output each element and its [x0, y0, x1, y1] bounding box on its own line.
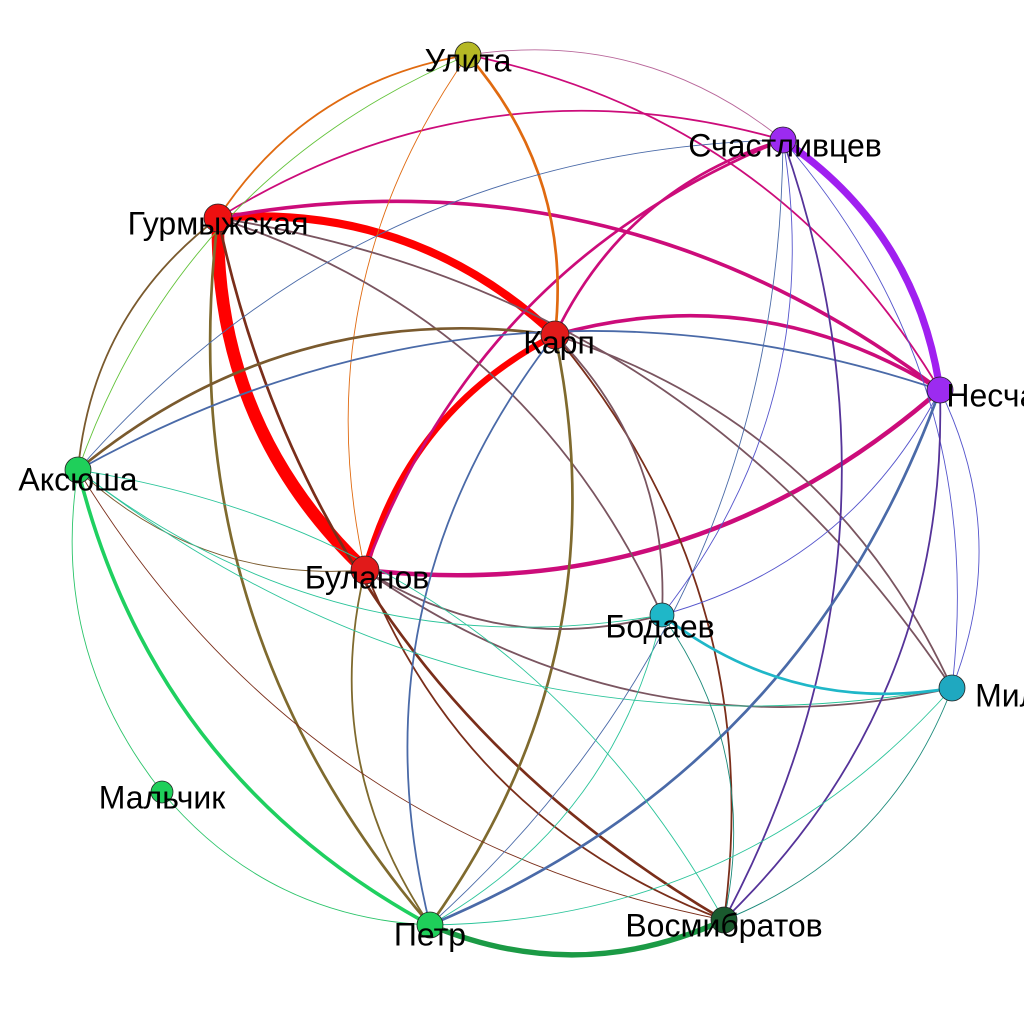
node-label-bod: Бодаев: [605, 608, 714, 644]
node-label-nesch: Несчастливцев: [946, 377, 1024, 413]
edge-mil-petr: [429, 687, 953, 926]
edge-gurm-petr: [208, 216, 432, 927]
node-bul[interactable]: Буланов: [305, 555, 430, 595]
edge-gurm-karp: [213, 212, 560, 340]
edge-gurm-bod: [217, 217, 663, 616]
node-dot-aks[interactable]: [64, 456, 92, 484]
edge-aks-malch: [71, 469, 163, 793]
edge-gurm-aks: [77, 217, 219, 471]
edge-bul-vosm: [364, 569, 725, 921]
node-dot-bul[interactable]: [350, 555, 380, 585]
edge-aks-mil: [77, 469, 953, 707]
edge-karp-bul: [361, 331, 559, 574]
edges-layer: [71, 49, 980, 958]
edge-gurm-nesch: [216, 199, 942, 392]
node-ulita[interactable]: Улита: [425, 41, 512, 78]
node-dot-bod[interactable]: [649, 602, 675, 628]
edge-gurm-schast: [217, 109, 784, 219]
edge-karp-bod: [554, 334, 664, 616]
node-dot-vosm[interactable]: [710, 906, 738, 934]
node-aks[interactable]: Аксюша: [18, 456, 138, 497]
edge-bul-petr: [350, 569, 431, 926]
edge-aks-bul: [77, 469, 366, 572]
edge-aks-vosm: [77, 469, 725, 921]
edge-aks-bod: [77, 469, 663, 628]
edge-ulita-schast: [467, 49, 784, 141]
edge-gurm-bul: [211, 211, 372, 577]
edge-nesch-bod: [661, 389, 941, 616]
edge-mil-vosm: [723, 687, 953, 921]
edge-bul-bod: [364, 569, 663, 630]
node-label-gurm: Гурмыжская: [128, 205, 309, 241]
edge-vosm-aks: [77, 469, 725, 921]
node-dot-petr[interactable]: [416, 911, 444, 939]
edge-schast-bod: [661, 139, 793, 616]
edge-karp-mil: [554, 334, 953, 689]
edge-karp-petr: [428, 333, 574, 927]
edge-karp-nesch: [553, 313, 942, 392]
edge-aks-nesch: [77, 330, 941, 471]
edge-bod-mil: [660, 613, 954, 696]
node-petr[interactable]: Петр: [394, 911, 466, 952]
node-label-schast: Счастливцев: [688, 127, 881, 163]
node-label-malch: Мальчик: [99, 779, 227, 815]
node-label-aks: Аксюша: [18, 461, 137, 497]
node-nesch[interactable]: Несчастливцев: [926, 376, 1024, 413]
node-schast[interactable]: Счастливцев: [688, 126, 882, 163]
node-label-ulita: Улита: [425, 42, 512, 78]
edge-gurm-mil: [217, 217, 953, 689]
node-bod[interactable]: Бодаев: [605, 602, 715, 644]
node-karp[interactable]: Карп: [523, 320, 595, 360]
edge-bod-petr: [429, 614, 663, 926]
node-dot-schast[interactable]: [769, 126, 797, 154]
edge-aks-schast: [77, 139, 784, 471]
node-dot-gurm[interactable]: [203, 203, 233, 233]
edge-gurm-vosm: [216, 216, 726, 922]
node-label-karp: Карп: [523, 324, 595, 360]
edge-nesch-vosm: [723, 389, 942, 921]
edge-nesch-mil: [939, 389, 980, 689]
edge-karp-schast: [553, 138, 785, 337]
edge-ulita-karp: [466, 53, 559, 337]
node-dot-karp[interactable]: [540, 320, 570, 350]
edge-ulita-gurm: [217, 54, 469, 219]
node-dot-malch[interactable]: [150, 780, 174, 804]
edge-bod-vosm: [661, 614, 735, 921]
edge-bul-schast: [363, 138, 785, 572]
nodes-layer: Улита Счастливцев Гурмыжская Карп Несчастлив…: [18, 41, 1024, 952]
edge-bul-mil: [364, 569, 953, 708]
edge-malch-petr: [161, 791, 431, 926]
node-label-petr: Петр: [394, 916, 466, 952]
node-label-vosm: Восмибратов: [625, 907, 822, 943]
node-dot-nesch[interactable]: [926, 376, 954, 404]
node-vosm[interactable]: Восмибратов: [625, 906, 823, 943]
edge-schast-nesch: [779, 136, 944, 394]
node-malch[interactable]: Мальчик: [99, 779, 227, 815]
edge-karp-vosm: [554, 334, 733, 921]
edge-petr-vosm: [427, 917, 727, 958]
node-mil[interactable]: Милонов: [938, 674, 1024, 713]
edge-schast-vosm: [723, 139, 843, 921]
edge-karp-petr: [406, 334, 556, 926]
node-dot-ulita[interactable]: [454, 41, 482, 69]
node-label-bul: Буланов: [305, 559, 430, 595]
edge-aks-petr: [76, 468, 432, 927]
edge-ulita-bul: [347, 54, 469, 571]
edge-schast-petr: [429, 139, 784, 926]
edge-schast-mil: [782, 139, 958, 689]
edge-nesch-petr: [428, 388, 942, 927]
node-gurm[interactable]: Гурмыжская: [128, 203, 309, 241]
node-label-mil: Милонов: [975, 677, 1024, 713]
edge-ulita-nesch: [467, 54, 941, 391]
edge-karp-aks: [76, 326, 557, 472]
node-dot-mil[interactable]: [938, 674, 966, 702]
edge-bul-nesch: [362, 387, 943, 578]
